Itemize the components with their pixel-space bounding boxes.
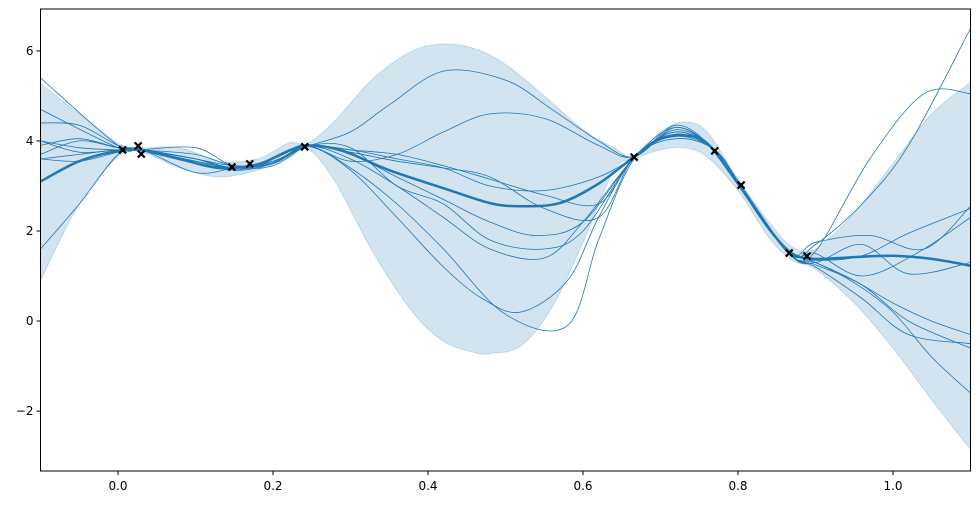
y-tick-label: 4 [26, 134, 34, 148]
mean-line [40, 133, 971, 267]
observation-marker [118, 145, 127, 155]
x-axis-ticks: 0.0 0.2 0.4 0.6 0.8 1.0 [108, 471, 903, 493]
sample-line-1 [40, 28, 971, 258]
x-tick-label: 0.0 [108, 479, 127, 493]
observation-marker [802, 251, 812, 261]
observation-marker [245, 159, 255, 169]
observation-marker [227, 162, 237, 172]
observation-marker [736, 180, 746, 190]
x-tick-label: 0.2 [263, 479, 282, 493]
observation-marker [133, 141, 143, 151]
observation-marker [136, 149, 146, 159]
plot-area [40, 28, 971, 451]
x-tick-label: 0.4 [418, 479, 437, 493]
y-tick-label: −2 [16, 404, 34, 418]
observation-markers [118, 141, 812, 261]
observation-marker [710, 146, 720, 156]
y-tick-label: 6 [26, 44, 34, 58]
confidence-band [40, 43, 971, 451]
y-tick-label: 0 [26, 314, 34, 328]
sample-line-9 [40, 135, 971, 275]
axes-frame [40, 8, 971, 472]
x-tick-label: 0.8 [728, 479, 747, 493]
y-axis-ticks: −2 0 2 4 6 [16, 44, 41, 418]
x-tick-label: 1.0 [883, 479, 902, 493]
observation-marker [629, 152, 639, 162]
x-tick-label: 0.6 [573, 479, 592, 493]
sample-line-10 [40, 133, 971, 344]
observation-marker [784, 248, 794, 258]
y-tick-label: 2 [26, 224, 34, 238]
observation-marker [300, 142, 310, 152]
